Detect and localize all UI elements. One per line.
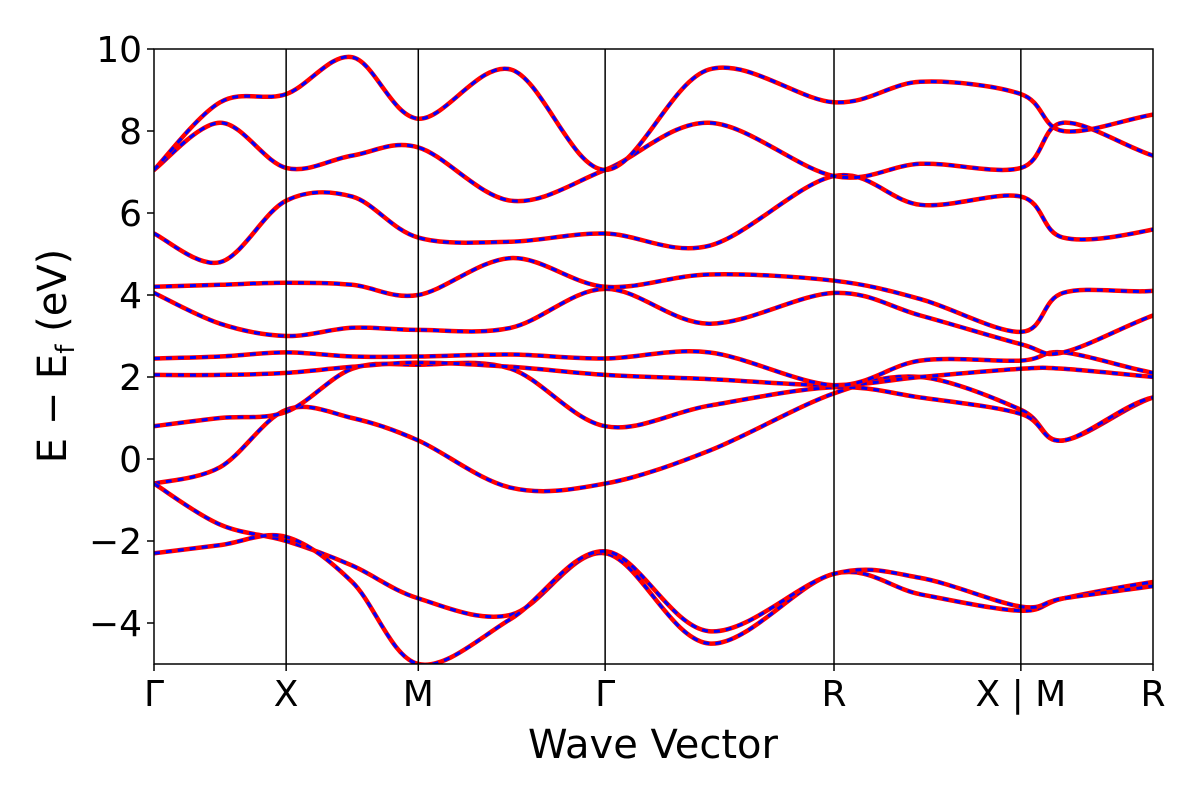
x-axis-label: Wave Vector: [528, 722, 779, 768]
y-tick-label: 10: [96, 30, 142, 71]
band-line-dashed-5: [154, 361, 1153, 387]
band-line-dashed-9: [154, 173, 1153, 265]
x-tick-label: R: [821, 674, 846, 715]
y-axis-label-main: E − E: [30, 354, 76, 464]
y-tick-label: 4: [119, 276, 142, 317]
y-axis-label-unit: (eV): [30, 249, 76, 345]
band-line-dashed-11: [154, 55, 1153, 172]
y-tick-label: 2: [119, 358, 142, 399]
band-line-dashed-6: [154, 349, 1153, 387]
band-line-dashed-1: [154, 374, 1153, 493]
y-tick-label: −2: [89, 522, 142, 563]
x-tick-label: X | M: [975, 674, 1066, 715]
x-ticks: Γ X M Γ R X | M R: [144, 664, 1166, 715]
x-tick-label: M: [403, 674, 434, 715]
band-line-dashed-3: [154, 533, 1153, 664]
y-tick-label: 6: [119, 194, 142, 235]
band-line-dashed-4: [154, 361, 1153, 443]
x-tick-label: Γ: [595, 674, 615, 715]
bands-layer: [154, 54, 1153, 664]
x-tick-label: R: [1140, 674, 1165, 715]
y-ticks: −4 −2 0 2 4 6 8 10: [89, 30, 154, 645]
y-axis-label-subscript: f: [51, 344, 81, 354]
plot-frame: [153, 48, 1154, 665]
y-tick-label: 0: [119, 440, 142, 481]
y-axis-label: E − Ef (eV): [30, 249, 81, 464]
x-tick-label: Γ: [144, 674, 164, 715]
band-line-dashed-7: [154, 287, 1153, 356]
high-symmetry-lines: [285, 49, 1022, 664]
y-tick-label: −4: [89, 604, 142, 645]
y-tick-label: 8: [119, 112, 142, 153]
x-tick-label: X: [274, 674, 299, 715]
band-line-dashed-8: [154, 256, 1153, 334]
